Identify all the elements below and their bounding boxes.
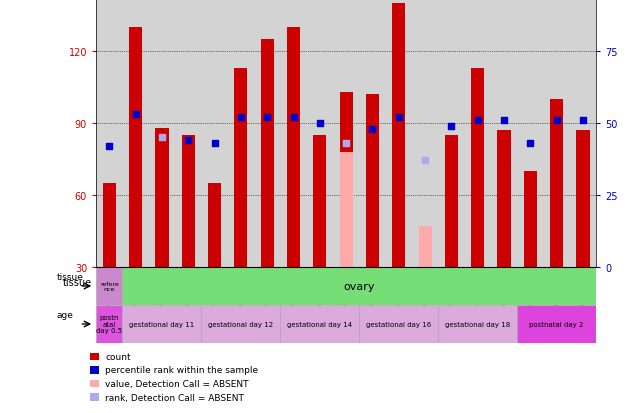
Point bbox=[472, 118, 483, 124]
Text: gestational day 12: gestational day 12 bbox=[208, 321, 274, 327]
Bar bbox=[90, 353, 99, 360]
Point bbox=[499, 118, 509, 124]
Bar bbox=[129, 28, 142, 267]
Bar bbox=[576, 131, 590, 267]
Bar bbox=[90, 366, 99, 374]
Text: gestational day 18: gestational day 18 bbox=[445, 321, 510, 327]
Bar bbox=[201, 305, 280, 343]
Bar bbox=[438, 305, 517, 343]
Bar bbox=[340, 152, 353, 267]
Bar bbox=[524, 171, 537, 267]
Point bbox=[578, 118, 588, 124]
Bar bbox=[366, 95, 379, 267]
Point bbox=[525, 140, 535, 147]
Text: age: age bbox=[56, 310, 74, 319]
Point bbox=[367, 126, 378, 133]
Bar bbox=[445, 136, 458, 267]
Point bbox=[210, 140, 220, 147]
Bar bbox=[360, 305, 438, 343]
Text: gestational day 11: gestational day 11 bbox=[129, 321, 195, 327]
Bar bbox=[261, 40, 274, 267]
Bar bbox=[497, 131, 511, 267]
Point bbox=[131, 112, 141, 119]
Bar bbox=[280, 305, 360, 343]
Point bbox=[341, 140, 351, 147]
Bar bbox=[96, 305, 122, 343]
Bar bbox=[155, 128, 169, 267]
Bar bbox=[90, 380, 99, 387]
Point bbox=[236, 115, 246, 121]
Point bbox=[288, 115, 299, 121]
Bar bbox=[340, 93, 353, 267]
Bar bbox=[517, 305, 596, 343]
Text: postn
atal
day 0.5: postn atal day 0.5 bbox=[96, 315, 122, 334]
Bar bbox=[313, 136, 326, 267]
Bar bbox=[103, 183, 116, 267]
Text: value, Detection Call = ABSENT: value, Detection Call = ABSENT bbox=[105, 379, 249, 388]
Text: gestational day 14: gestational day 14 bbox=[287, 321, 353, 327]
Text: ovary: ovary bbox=[344, 281, 375, 291]
Bar bbox=[550, 100, 563, 267]
Point bbox=[315, 121, 325, 127]
Bar bbox=[419, 227, 431, 267]
Text: tissue: tissue bbox=[63, 278, 92, 287]
Text: gestational day 16: gestational day 16 bbox=[366, 321, 431, 327]
Text: rank, Detection Call = ABSENT: rank, Detection Call = ABSENT bbox=[105, 393, 244, 402]
Point bbox=[104, 143, 115, 150]
Point bbox=[183, 138, 194, 144]
Bar bbox=[181, 136, 195, 267]
Bar bbox=[122, 305, 201, 343]
Bar bbox=[96, 267, 122, 305]
Text: postnatal day 2: postnatal day 2 bbox=[529, 321, 584, 327]
Bar bbox=[287, 28, 300, 267]
Point bbox=[157, 135, 167, 141]
Point bbox=[420, 158, 430, 164]
Bar bbox=[471, 69, 485, 267]
Point bbox=[394, 115, 404, 121]
Bar bbox=[208, 183, 221, 267]
Bar bbox=[235, 69, 247, 267]
Text: refere
nce: refere nce bbox=[100, 281, 119, 292]
Bar bbox=[392, 4, 405, 267]
Text: percentile rank within the sample: percentile rank within the sample bbox=[105, 366, 258, 375]
Text: count: count bbox=[105, 352, 131, 361]
Point bbox=[446, 123, 456, 130]
Point bbox=[551, 118, 562, 124]
Point bbox=[262, 115, 272, 121]
Text: tissue: tissue bbox=[56, 272, 83, 281]
Bar bbox=[90, 394, 99, 401]
